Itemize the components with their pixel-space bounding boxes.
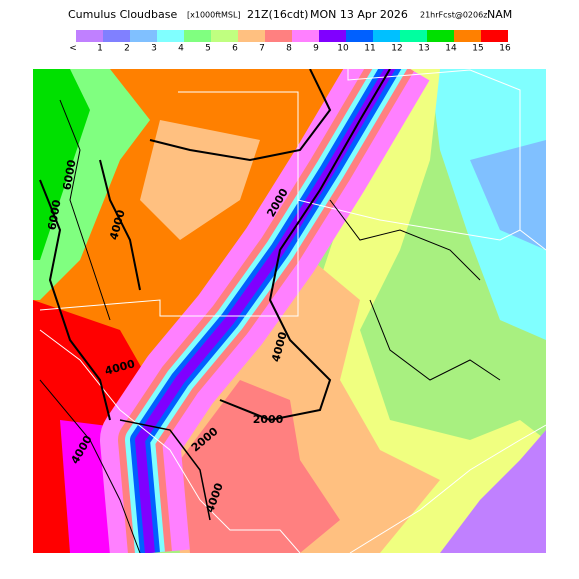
field-region	[430, 69, 546, 340]
colorbar-label: 1	[97, 44, 103, 54]
colorbar-label: 9	[313, 44, 319, 54]
colorbar-swatch	[481, 30, 508, 42]
contour-line	[99, 159, 141, 291]
state-border	[39, 329, 301, 553]
state-border	[39, 91, 299, 317]
colorbar-swatch	[103, 30, 130, 42]
contour-line	[39, 379, 141, 553]
field-region	[440, 430, 546, 553]
colorbar-label: <	[69, 44, 77, 54]
colorbar-label: 4	[178, 44, 184, 54]
colorbar-label: 13	[418, 44, 429, 54]
colorbar-label: 6	[232, 44, 238, 54]
colorbar-swatch	[427, 30, 454, 42]
model: NAM	[487, 8, 512, 21]
colorbar-swatch	[211, 30, 238, 42]
contour-label: 6000	[45, 198, 63, 231]
date: MON 13 Apr 2026	[310, 8, 408, 21]
colorbar-label: 11	[364, 44, 375, 54]
title: Cumulus Cloudbase	[68, 8, 177, 21]
colorbar-swatch	[184, 30, 211, 42]
contour-line	[149, 69, 332, 162]
coastline	[349, 424, 546, 553]
colorbar-label: 14	[445, 44, 457, 54]
field-region	[470, 140, 546, 250]
colorbar-swatch	[238, 30, 265, 42]
colorbar-swatch	[400, 30, 427, 42]
contour-line	[39, 179, 111, 421]
colorbar-swatch	[373, 30, 400, 42]
valid-time: 21Z(16cdt)	[247, 8, 308, 21]
state-border	[297, 199, 521, 241]
colorbar: <1 2 3 4 5 6 7 8 9 10 11 12 13 14 15 16	[69, 30, 511, 54]
colorbar-label: 8	[286, 44, 292, 54]
colorbar-swatch	[157, 30, 184, 42]
colorbar-swatch	[292, 30, 319, 42]
contour-line	[369, 299, 501, 381]
contour-line	[329, 199, 481, 281]
contour-label: 6000	[60, 158, 78, 191]
colorbar-label: 15	[472, 44, 483, 54]
contour-line	[119, 419, 211, 521]
field-region	[140, 120, 260, 240]
colorbar-swatch	[76, 30, 103, 42]
colorbar-swatch	[130, 30, 157, 42]
contour-line	[219, 69, 391, 422]
forecast: 21hrFcst@0206z	[420, 11, 487, 20]
contour-line	[59, 99, 111, 321]
field-region	[33, 69, 90, 260]
field-region	[180, 380, 340, 553]
field-band	[135, 69, 396, 553]
colorbar-swatch	[265, 30, 292, 42]
colorbar-label: 2	[124, 44, 130, 54]
colorbar-label: 16	[499, 44, 511, 54]
colorbar-swatch	[319, 30, 346, 42]
colorbar-label: 3	[151, 44, 157, 54]
colorbar-label: 10	[337, 44, 349, 54]
contour-label: 2000	[253, 413, 284, 426]
colorbar-swatch	[346, 30, 373, 42]
colorbar-label: 12	[391, 44, 402, 54]
colorbar-swatch	[454, 30, 481, 42]
units: [x1000ftMSL]	[187, 11, 241, 20]
colorbar-label: 7	[259, 44, 265, 54]
colorbar-label: 5	[205, 44, 211, 54]
